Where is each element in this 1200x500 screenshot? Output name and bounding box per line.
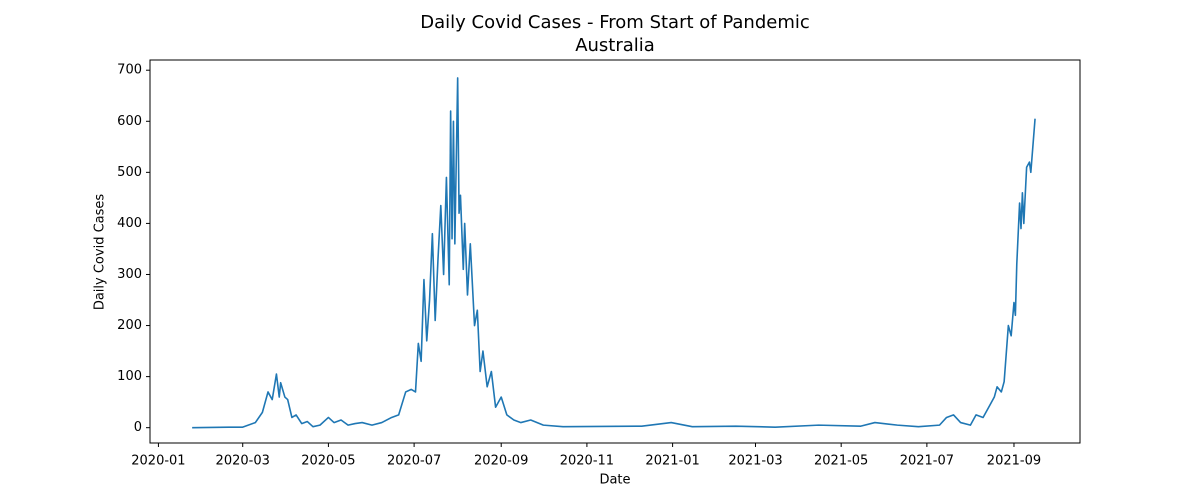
y-tick-label: 300	[117, 267, 142, 282]
y-tick-label: 500	[117, 165, 142, 180]
y-tick-label: 0	[134, 420, 142, 435]
x-axis-label: Date	[599, 473, 630, 488]
x-tick-label: 2021-01	[645, 454, 699, 469]
y-tick-label: 600	[117, 114, 142, 129]
data-line	[192, 77, 1036, 429]
x-tick-label: 2021-09	[987, 454, 1041, 469]
x-tick-label: 2020-05	[301, 454, 355, 469]
x-tick-label: 2020-11	[560, 454, 614, 469]
y-tick-label: 400	[117, 216, 142, 231]
x-tick-label: 2020-09	[474, 454, 528, 469]
x-tick-label: 2021-03	[728, 454, 782, 469]
y-tick-label: 700	[117, 63, 142, 78]
x-tick-label: 2021-05	[814, 454, 868, 469]
x-tick-label: 2020-07	[387, 454, 441, 469]
y-tick-label: 200	[117, 318, 142, 333]
x-tick-label: 2020-03	[216, 454, 270, 469]
y-axis-label: Daily Covid Cases	[93, 194, 108, 311]
plot-frame	[149, 59, 1081, 444]
chart-title: Daily Covid Cases - From Start of Pandem…	[420, 12, 810, 33]
chart-subtitle: Australia	[575, 35, 655, 56]
x-tick-label: 2021-07	[900, 454, 954, 469]
y-tick-label: 100	[117, 369, 142, 384]
x-tick-label: 2020-01	[131, 454, 185, 469]
